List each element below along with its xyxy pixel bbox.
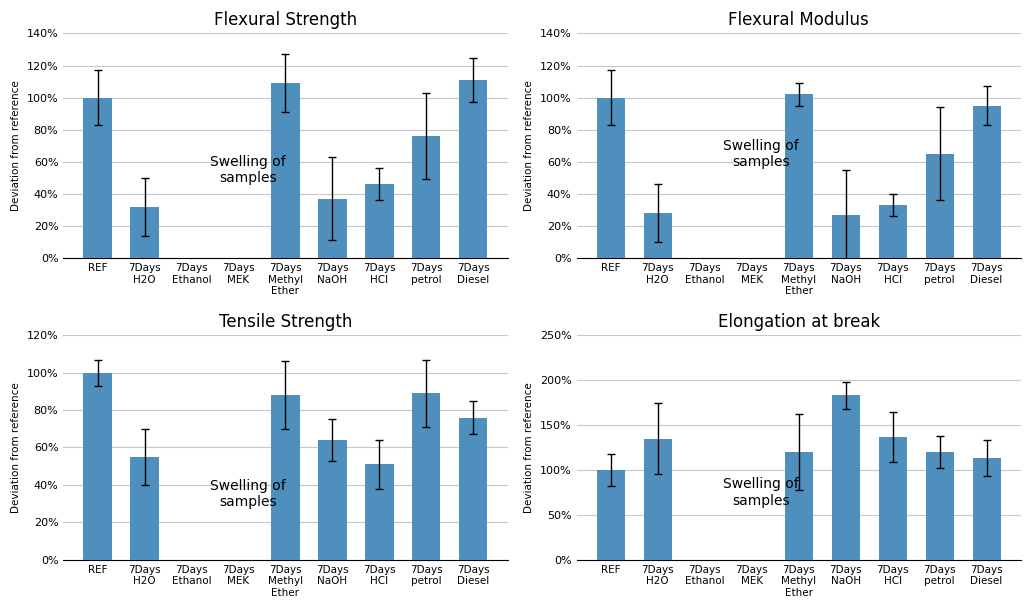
Bar <box>459 418 487 560</box>
Bar <box>318 440 347 560</box>
Bar <box>271 83 299 258</box>
Bar <box>130 206 159 258</box>
Bar <box>84 97 111 258</box>
Text: Swelling of
samples: Swelling of samples <box>723 477 799 507</box>
Bar <box>413 136 441 258</box>
Bar <box>972 459 1001 560</box>
Bar <box>84 373 111 560</box>
Title: Flexural Strength: Flexural Strength <box>214 11 357 29</box>
Title: Tensile Strength: Tensile Strength <box>219 313 352 331</box>
Bar <box>832 395 860 560</box>
Bar <box>459 80 487 258</box>
Bar <box>644 438 672 560</box>
Text: Swelling of
samples: Swelling of samples <box>211 155 286 185</box>
Bar <box>784 452 813 560</box>
Bar <box>832 215 860 258</box>
Title: Elongation at break: Elongation at break <box>717 313 880 331</box>
Y-axis label: Deviation from reference: Deviation from reference <box>524 80 535 211</box>
Bar <box>644 213 672 258</box>
Bar <box>972 105 1001 258</box>
Title: Flexural Modulus: Flexural Modulus <box>729 11 869 29</box>
Bar <box>365 464 393 560</box>
Text: Swelling of
samples: Swelling of samples <box>723 139 799 169</box>
Bar <box>271 395 299 560</box>
Bar <box>878 205 907 258</box>
Bar <box>130 457 159 560</box>
Bar <box>926 452 954 560</box>
Bar <box>318 199 347 258</box>
Bar <box>926 154 954 258</box>
Y-axis label: Deviation from reference: Deviation from reference <box>524 382 535 513</box>
Bar <box>413 393 441 560</box>
Bar <box>365 185 393 258</box>
Bar <box>596 97 625 258</box>
Bar <box>596 470 625 560</box>
Text: Swelling of
samples: Swelling of samples <box>211 479 286 509</box>
Bar <box>878 437 907 560</box>
Y-axis label: Deviation from reference: Deviation from reference <box>11 80 21 211</box>
Y-axis label: Deviation from reference: Deviation from reference <box>11 382 21 513</box>
Bar <box>784 94 813 258</box>
